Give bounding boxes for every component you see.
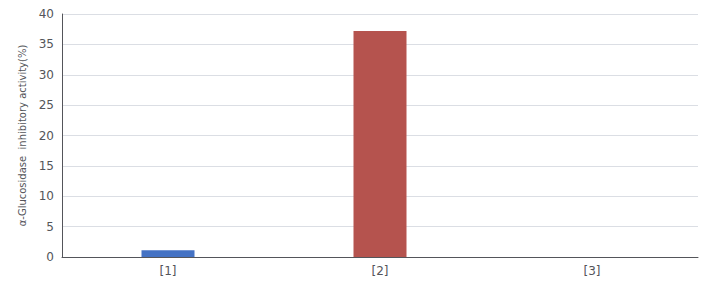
svg-text:0: 0 [46, 250, 54, 264]
svg-text:15: 15 [39, 159, 54, 173]
svg-text:[1]: [1] [160, 264, 177, 278]
svg-text:10: 10 [39, 189, 54, 203]
svg-text:α-Glucosidase inhibitory acti: α-Glucosidase inhibitory activity(%) [17, 45, 28, 227]
svg-text:5: 5 [46, 220, 54, 234]
svg-text:25: 25 [39, 98, 54, 112]
svg-text:20: 20 [39, 129, 54, 143]
svg-text:40: 40 [39, 7, 54, 21]
svg-text:35: 35 [39, 37, 54, 51]
svg-text:30: 30 [39, 68, 54, 82]
svg-text:[2]: [2] [372, 264, 389, 278]
svg-text:[3]: [3] [584, 264, 601, 278]
